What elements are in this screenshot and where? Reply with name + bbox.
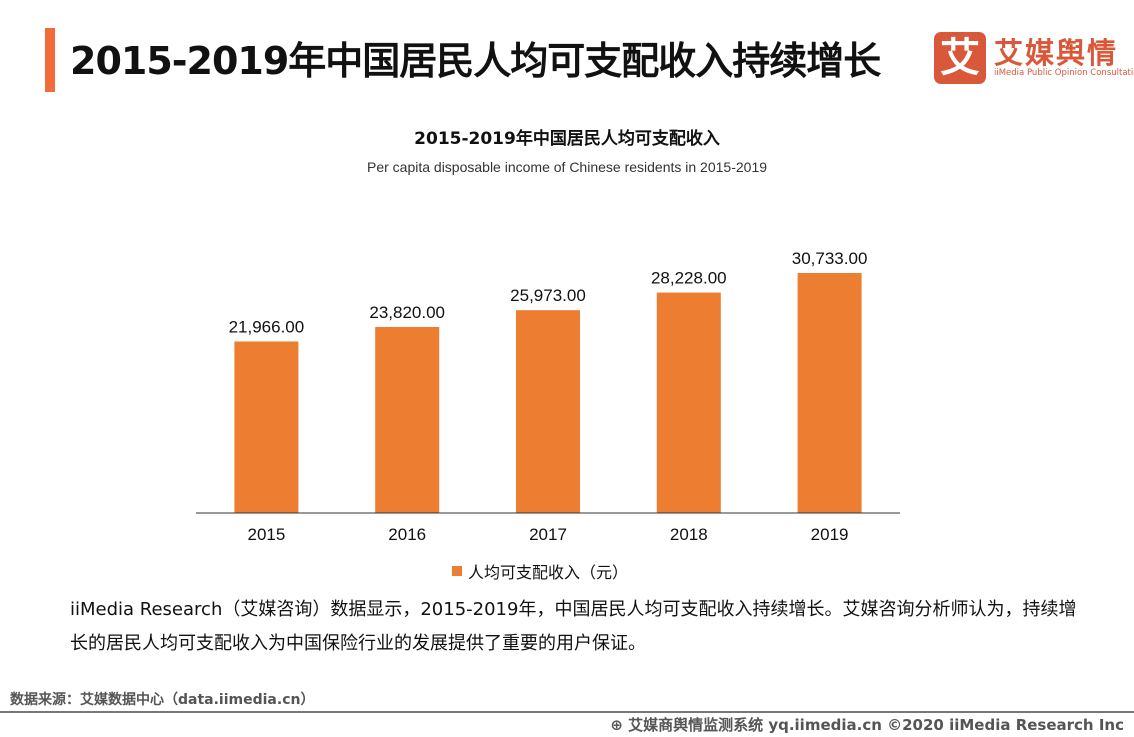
logo-mark: 艾 <box>934 32 986 84</box>
data-label: 21,966.00 <box>229 317 305 336</box>
x-tick-label: 2018 <box>670 525 708 544</box>
source-note: 数据来源：艾媒数据中心（data.iimedia.cn） <box>10 692 315 708</box>
footer-divider <box>0 711 1134 713</box>
data-label: 30,733.00 <box>792 249 868 268</box>
bar-2015 <box>234 341 299 513</box>
footer-text: ⊕ 艾媒商舆情监测系统 yq.iimedia.cn ©2020 iiMedia … <box>610 714 1124 735</box>
legend: 人均可支配收入（元） <box>452 559 628 583</box>
bar-2016 <box>375 326 440 513</box>
data-label: 23,820.00 <box>369 303 445 322</box>
legend-swatch <box>452 566 462 576</box>
data-label: 28,228.00 <box>651 269 727 288</box>
globe-icon: ⊕ <box>610 716 629 734</box>
logo-subtext: iiMedia Public Opinion Consultation <box>994 68 1134 78</box>
logo-text: 艾媒舆情 <box>994 36 1119 70</box>
footer-copyright: 艾媒商舆情监测系统 yq.iimedia.cn ©2020 iiMedia Re… <box>628 716 1124 734</box>
chart-title: 2015-2019年中国居民人均可支配收入 <box>414 129 720 149</box>
x-tick-label: 2015 <box>247 525 285 544</box>
bar-2017 <box>516 310 580 513</box>
data-label: 25,973.00 <box>510 286 586 305</box>
x-tick-label: 2019 <box>811 525 849 544</box>
body-text: iiMedia Research（艾媒咨询）数据显示，2015-2019年，中国… <box>70 599 1077 654</box>
title-accent-bar <box>45 28 55 92</box>
chart-subtitle: Per capita disposable income of Chinese … <box>366 159 768 175</box>
x-tick-label: 2017 <box>529 525 567 544</box>
bar-2018 <box>656 292 721 513</box>
page-title: 2015-2019年中国居民人均可支配收入持续增长 <box>70 39 881 83</box>
x-tick-label: 2016 <box>388 525 426 544</box>
legend-label: 人均可支配收入（元） <box>468 563 629 582</box>
bar-2019 <box>797 273 862 513</box>
